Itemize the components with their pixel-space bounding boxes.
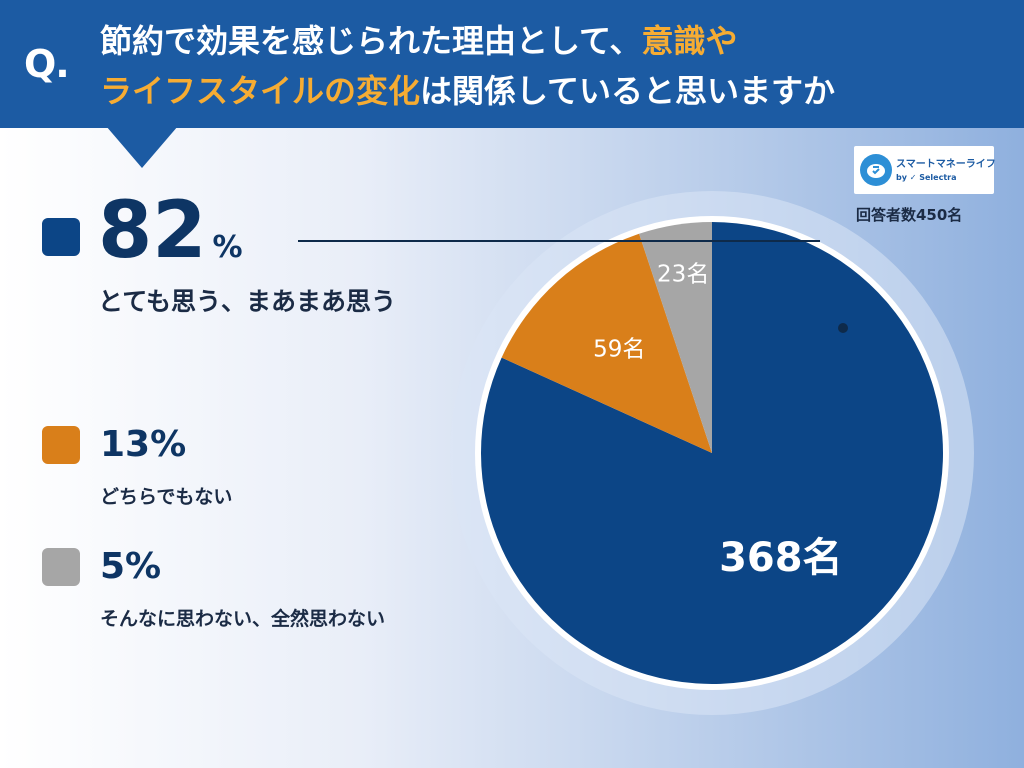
legend-swatch-disagree (42, 548, 80, 586)
slice-label-disagree: 23名 (657, 262, 709, 288)
pie-slices (481, 222, 944, 684)
legend-label-disagree: そんなに思わない、全然思わない (100, 608, 386, 630)
legend-swatch-agree (42, 218, 80, 256)
pie-slice-labels: 368名 59名 23名 (593, 262, 842, 581)
pie-slice-disagree (639, 222, 712, 453)
question-header: Q. 節約で効果を感じられた理由として、意識や ライフスタイルの変化は関係してい… (0, 0, 1024, 128)
legend-percent-neutral: 13% (100, 424, 187, 465)
question-highlight: 意識や (641, 22, 738, 60)
question-text-part: は関係していると思いますか (420, 72, 836, 110)
brand-logo: スマートマネーライフ by ✓ Selectra (854, 146, 996, 194)
respondent-count: 回答者数450名 (856, 206, 963, 224)
logo-name: スマートマネーライフ (896, 159, 996, 170)
pie-slice-agree (481, 222, 944, 684)
leader-dot (838, 323, 848, 333)
logo-byline: by ✓ Selectra (896, 173, 957, 182)
legend-percent-agree: 82% (98, 186, 243, 276)
pie-slice-neutral (501, 233, 712, 453)
question-line-2: ライフスタイルの変化は関係していると思いますか (100, 66, 835, 112)
legend-label-neutral: どちらでもない (100, 486, 233, 508)
question-highlight: ライフスタイルの変化 (100, 72, 421, 110)
piggy-bank-icon (860, 154, 892, 186)
header-pointer (106, 126, 178, 168)
slice-label-agree: 368名 (719, 535, 843, 581)
percent-value: 82 (98, 186, 207, 276)
question-line-1: 節約で効果を感じられた理由として、意識や (100, 16, 737, 62)
legend-label-agree: とても思う、まあまあ思う (98, 287, 397, 316)
question-text-part: 節約で効果を感じられた理由として、 (100, 22, 642, 60)
slice-label-neutral: 59名 (593, 337, 645, 363)
legend-swatch-neutral (42, 426, 80, 464)
legend-percent-disagree: 5% (100, 546, 162, 587)
percent-sign: % (212, 230, 243, 265)
question-mark: Q. (24, 42, 70, 86)
